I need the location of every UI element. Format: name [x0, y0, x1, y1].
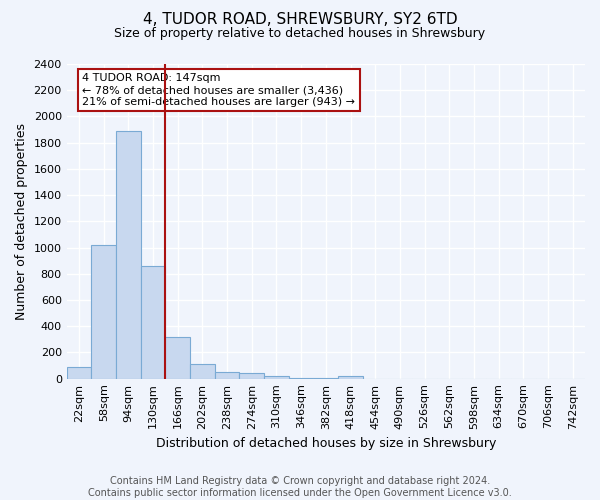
Bar	[338, 376, 363, 378]
X-axis label: Distribution of detached houses by size in Shrewsbury: Distribution of detached houses by size …	[155, 437, 496, 450]
Text: Size of property relative to detached houses in Shrewsbury: Size of property relative to detached ho…	[115, 28, 485, 40]
Bar	[264, 376, 289, 378]
Bar	[116, 131, 141, 378]
Bar	[215, 372, 239, 378]
Text: Contains HM Land Registry data © Crown copyright and database right 2024.
Contai: Contains HM Land Registry data © Crown c…	[88, 476, 512, 498]
Bar	[166, 336, 190, 378]
Y-axis label: Number of detached properties: Number of detached properties	[15, 123, 28, 320]
Bar	[190, 364, 215, 378]
Bar	[91, 245, 116, 378]
Bar	[141, 266, 166, 378]
Text: 4, TUDOR ROAD, SHREWSBURY, SY2 6TD: 4, TUDOR ROAD, SHREWSBURY, SY2 6TD	[143, 12, 457, 28]
Text: 4 TUDOR ROAD: 147sqm
← 78% of detached houses are smaller (3,436)
21% of semi-de: 4 TUDOR ROAD: 147sqm ← 78% of detached h…	[82, 74, 355, 106]
Bar	[239, 373, 264, 378]
Bar	[67, 367, 91, 378]
